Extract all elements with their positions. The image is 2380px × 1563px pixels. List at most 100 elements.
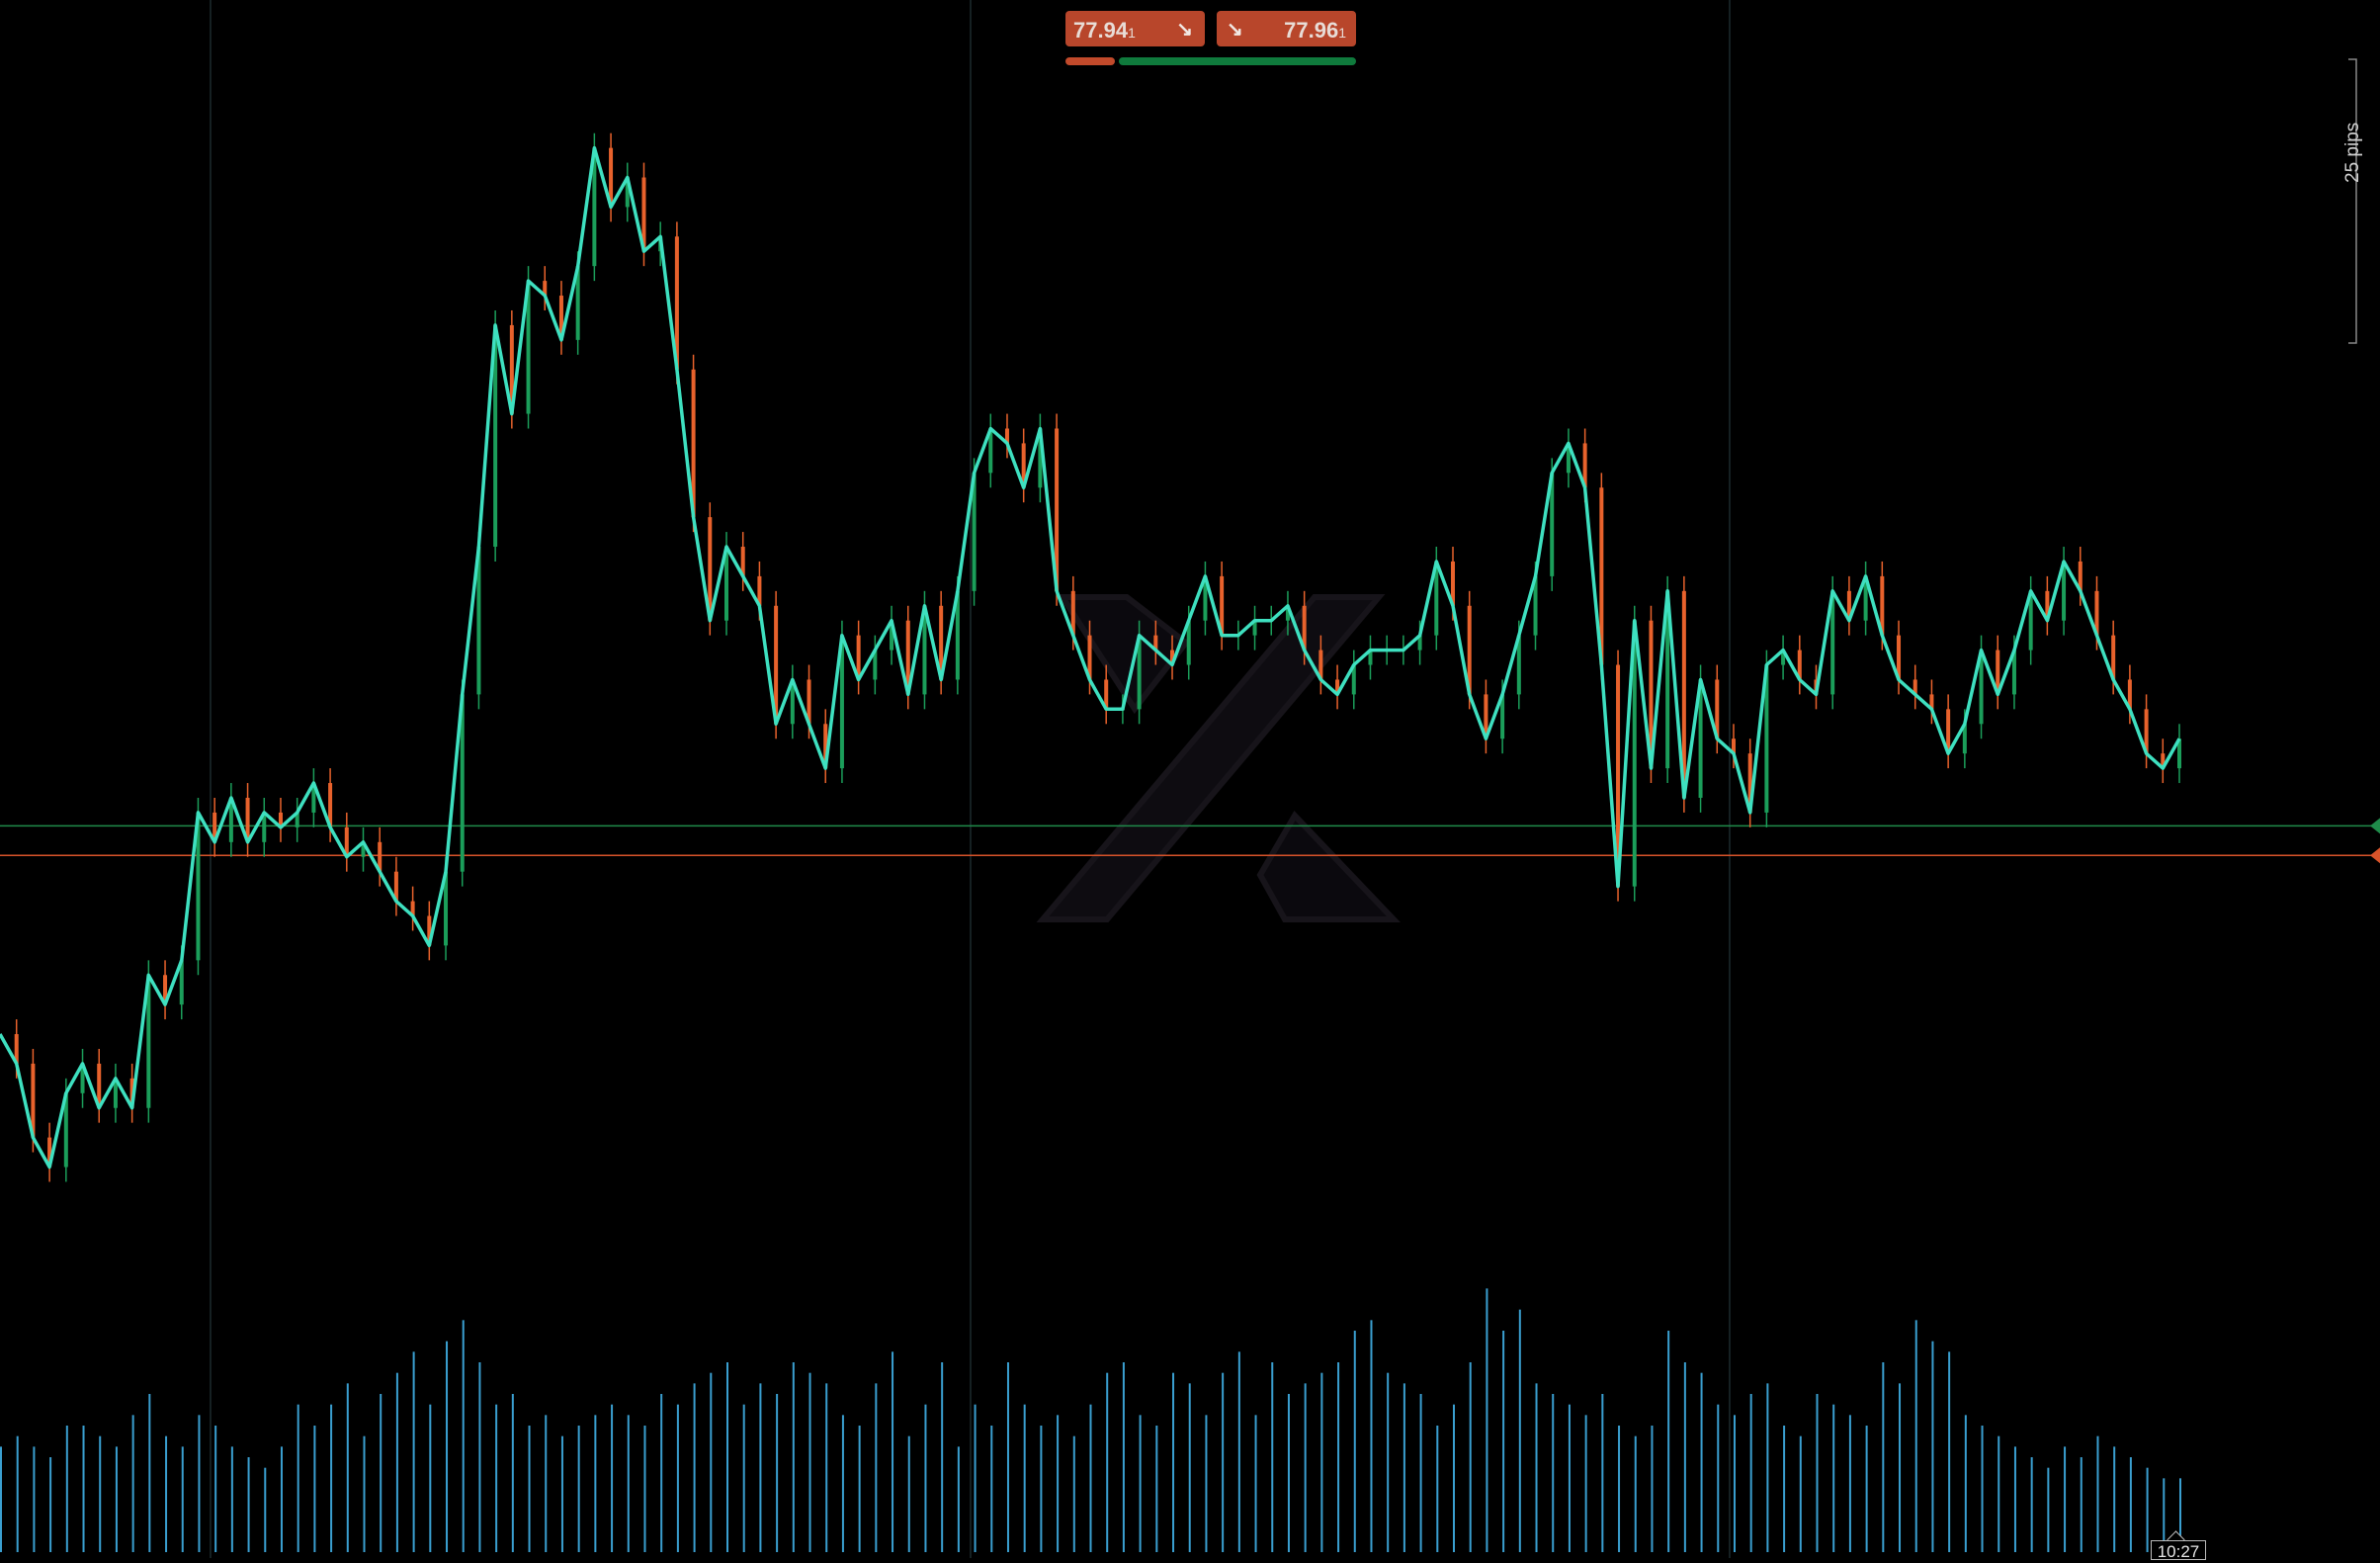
candle-body: [592, 147, 597, 267]
volume-bar: [545, 1415, 548, 1552]
candle-body: [427, 915, 432, 946]
volume-bar: [1205, 1415, 1208, 1552]
buy-price: 77.961: [1284, 18, 1346, 43]
candle-body: [393, 871, 398, 902]
candle-body: [1897, 635, 1902, 680]
volume-bar: [1271, 1362, 1274, 1552]
candle-body: [1962, 724, 1967, 754]
buy-button[interactable]: ↘ 77.961: [1217, 11, 1356, 46]
arrow-down-right-icon: ↘: [1176, 19, 1193, 41]
candle-body: [2011, 650, 2016, 695]
pip-scale-label: 25 pips: [2342, 122, 2363, 183]
volume-bar: [1453, 1404, 1455, 1552]
volume-bar: [429, 1404, 432, 1552]
candle-body: [228, 797, 233, 842]
volume-bar: [742, 1404, 745, 1552]
candle-body: [1203, 575, 1208, 621]
volume-bar: [1387, 1372, 1390, 1552]
volume-bar: [1353, 1331, 1356, 1552]
candle-body: [1104, 679, 1109, 710]
candle-body: [1451, 561, 1455, 606]
volume-bar: [1057, 1415, 1060, 1552]
candle-body: [790, 679, 795, 725]
candle-body: [1715, 679, 1720, 739]
volume-bar: [1188, 1383, 1191, 1552]
candle-body: [724, 547, 728, 621]
volume-bar: [165, 1435, 168, 1552]
candle-body: [63, 1092, 68, 1168]
candle-body: [1880, 575, 1885, 636]
candle-body: [262, 812, 267, 842]
volume-bar: [16, 1435, 19, 1552]
time-axis-label: 10:27: [2151, 1540, 2206, 1561]
volume-bar: [1733, 1415, 1736, 1552]
volume-bar: [875, 1383, 878, 1552]
volume-bar: [1155, 1426, 1158, 1552]
volume-bar: [2163, 1478, 2166, 1552]
candle-body: [1533, 575, 1538, 636]
volume-bar: [49, 1457, 52, 1552]
candle-body: [1038, 428, 1043, 488]
volume-bar: [313, 1426, 316, 1552]
volume-bar: [446, 1341, 449, 1552]
volume-bar: [1981, 1426, 1984, 1552]
volume-bar: [2146, 1467, 2149, 1552]
candle-body: [1186, 620, 1191, 665]
candle-body: [1550, 473, 1555, 576]
volume-bar: [1502, 1331, 1505, 1552]
candle-body: [641, 177, 646, 252]
candle-body: [1021, 443, 1026, 488]
volume-bar: [1634, 1435, 1637, 1552]
candle-body: [97, 1063, 102, 1108]
volume-bar: [1518, 1309, 1521, 1552]
candle-body: [740, 547, 745, 576]
candle-body: [410, 901, 415, 916]
volume-bar: [1865, 1426, 1868, 1552]
volume-bar: [2129, 1457, 2132, 1552]
volume-bar: [1089, 1404, 1092, 1552]
candle-body: [328, 783, 333, 827]
volume-bar: [1948, 1351, 1951, 1552]
candle-body: [444, 871, 449, 946]
volume-bar: [1931, 1341, 1934, 1552]
volume-bar: [380, 1394, 382, 1552]
candle-body: [1368, 650, 1373, 665]
candle-body: [47, 1137, 52, 1168]
candle-body: [1681, 590, 1686, 798]
volume-bar: [511, 1394, 514, 1552]
volume-bar: [2030, 1457, 2033, 1552]
volume-bar: [924, 1404, 927, 1552]
candle-wicks: [14, 132, 2181, 1182]
volume-bar: [1618, 1426, 1621, 1552]
volume-bar: [2047, 1467, 2050, 1552]
volume-bar: [280, 1446, 283, 1552]
volume-bar: [1535, 1383, 1538, 1552]
volume-bar: [1882, 1362, 1885, 1552]
volume-bar: [1222, 1372, 1225, 1552]
sell-button[interactable]: 77.941 ↘: [1065, 11, 1205, 46]
ask-price-marker: [2370, 847, 2380, 864]
candle-body: [2111, 635, 2116, 680]
volume-bar: [330, 1404, 333, 1552]
volume-bar: [2013, 1446, 2016, 1552]
volume-bar: [2080, 1457, 2082, 1552]
candle-body: [922, 605, 927, 695]
candle-body: [1979, 650, 1984, 725]
volume-bar: [2064, 1446, 2067, 1552]
candle-body: [1946, 709, 1951, 754]
volume-bar: [1469, 1362, 1472, 1552]
candle-body: [1846, 590, 1851, 621]
candle-body: [1929, 694, 1934, 710]
volume-bar: [710, 1372, 713, 1552]
volume-bar: [776, 1394, 779, 1552]
volume-bar: [693, 1383, 696, 1552]
volume-bar: [1006, 1362, 1009, 1552]
candle-body: [1599, 487, 1604, 665]
candle-body: [1285, 605, 1290, 621]
volume-bar: [1237, 1351, 1240, 1552]
volume-bar: [363, 1435, 366, 1552]
candle-body: [31, 1063, 36, 1138]
candle-body: [1781, 650, 1786, 665]
